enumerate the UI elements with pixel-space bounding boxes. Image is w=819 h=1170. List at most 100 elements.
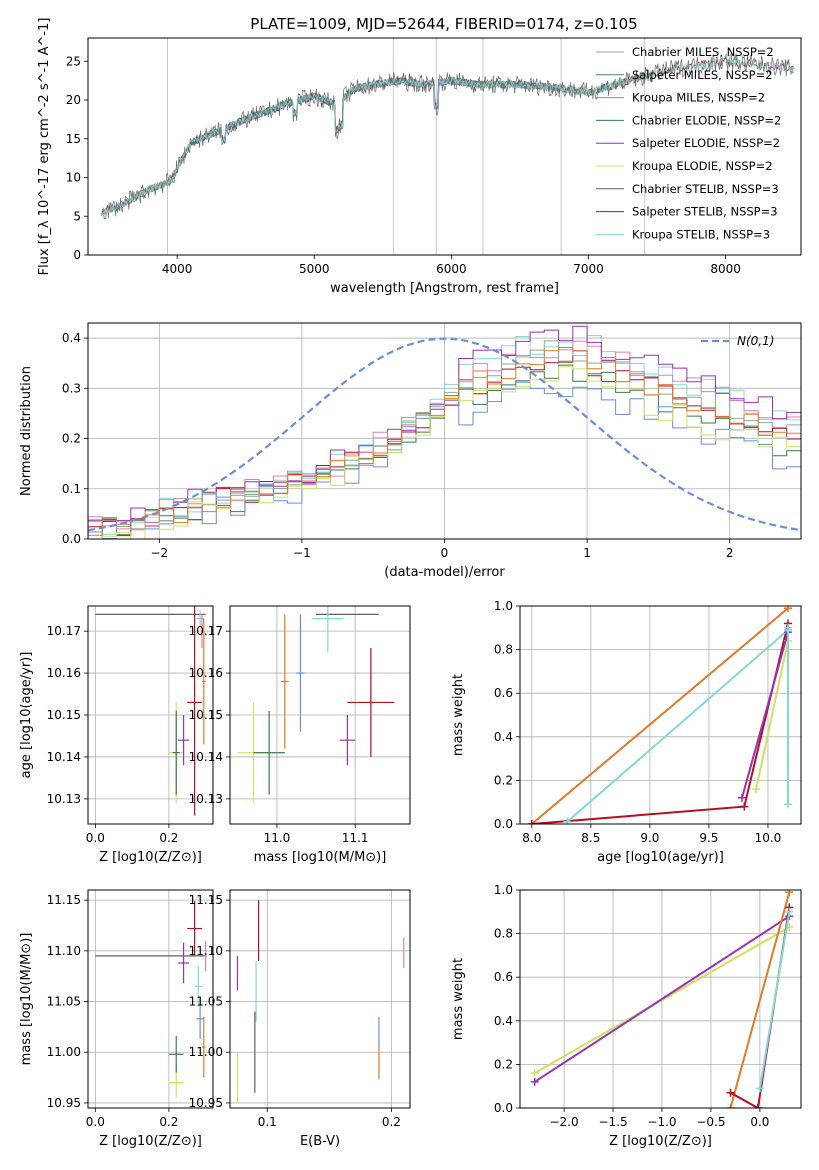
x-axis-label: age [log10(age/yr)] (597, 850, 724, 865)
y-tick-label: 1.0 (494, 599, 513, 613)
weight-vs-age-plot-area (520, 606, 801, 824)
spectrum-plot-area (101, 38, 794, 255)
x-tick-label: 11.0 (264, 831, 291, 845)
legend-entry: Kroupa ELODIE, NSSP=2 (632, 159, 773, 173)
legend-entry: Kroupa STELIB, NSSP=3 (632, 227, 770, 241)
weight-line (729, 891, 791, 1108)
x-tick-label: 0.2 (159, 831, 178, 845)
age-vs-Z-plot-area (88, 606, 213, 824)
y-tick-label: 0.0 (494, 817, 513, 831)
legend-entry: Salpeter MILES, NSSP=2 (632, 68, 773, 82)
weight-line (566, 629, 789, 823)
y-tick-label: 11.10 (189, 944, 223, 958)
y-tick-label: 11.00 (189, 1045, 223, 1059)
x-tick-label: 4000 (162, 262, 193, 276)
y-tick-label: 10.16 (189, 666, 223, 680)
x-tick-label: −1 (293, 546, 311, 560)
y-tick-label: 10.95 (189, 1096, 223, 1110)
y-tick-label: 10.95 (47, 1096, 81, 1110)
legend-entry: Chabrier STELIB, NSSP=3 (632, 182, 779, 196)
spectrum-line-kroupa_miles (101, 72, 644, 217)
x-tick-label: 5000 (299, 262, 330, 276)
y-tick-label: 0.4 (494, 1014, 513, 1028)
y-tick-label: 0.8 (494, 643, 513, 657)
y-tick-label: 0 (73, 248, 81, 262)
y-tick-label: 10.17 (189, 624, 223, 638)
figure-title: PLATE=1009, MJD=52644, FIBERID=0174, z=0… (250, 15, 637, 33)
y-tick-label: 0.8 (494, 927, 513, 941)
x-tick-label: −0.5 (696, 1115, 725, 1129)
gaussian-curve (88, 337, 801, 532)
x-tick-label: 0.2 (382, 1115, 401, 1129)
y-axis-label: Flux [f_λ 10^-17 erg cm^-2 s^-1 A^-1] (37, 18, 52, 276)
y-tick-label: 0.0 (494, 1101, 513, 1115)
y-tick-label: 11.15 (47, 893, 81, 907)
x-tick-label: 8.5 (581, 831, 600, 845)
y-tick-label: 10.17 (47, 624, 81, 638)
y-axis-label: mass weight (451, 674, 466, 756)
x-tick-label: 9.0 (640, 831, 659, 845)
x-axis-label: (data-model)/error (384, 565, 505, 580)
weight-vs-Z-plot-area (520, 890, 801, 1108)
mass-vs-ebv-frame (229, 889, 411, 1109)
x-tick-label: −2 (150, 546, 168, 560)
x-tick-label: 1 (583, 546, 591, 560)
weight-vs-Z-frame (519, 889, 802, 1109)
y-tick-label: 0.4 (494, 730, 513, 744)
x-tick-label: −1.0 (647, 1115, 676, 1129)
x-tick-label: −2.0 (549, 1115, 578, 1129)
spectrum-line-chabrier_miles (101, 72, 644, 215)
x-tick-label: 7000 (573, 262, 604, 276)
histogram-kroupa_elodie (88, 366, 801, 539)
y-tick-label: 20 (66, 93, 81, 107)
y-tick-label: 10.13 (189, 792, 223, 806)
weight-line (531, 623, 789, 824)
x-tick-label: 8.0 (522, 831, 541, 845)
y-tick-label: 10.13 (47, 792, 81, 806)
y-tick-label: 10.14 (189, 750, 223, 764)
x-tick-label: 0.1 (258, 1115, 277, 1129)
y-tick-label: 11.05 (47, 995, 81, 1009)
residuals-plot-area (88, 323, 801, 539)
age-vs-mass-plot-area (230, 606, 410, 824)
y-tick-label: 0.2 (494, 1057, 513, 1071)
y-tick-label: 11.15 (189, 893, 223, 907)
mass-vs-ebv-plot-area (230, 890, 410, 1108)
y-tick-label: 11.05 (189, 995, 223, 1009)
y-tick-label: 25 (66, 54, 81, 68)
y-tick-label: 0.1 (62, 482, 81, 496)
legend-entry: Salpeter ELODIE, NSSP=2 (632, 136, 780, 150)
x-tick-label: 6000 (436, 262, 467, 276)
age-vs-mass-frame (229, 605, 411, 825)
legend-entry: N(0,1) (737, 334, 774, 348)
y-tick-label: 10.16 (47, 666, 81, 680)
x-tick-label: 0.0 (86, 1115, 105, 1129)
weight-line (758, 911, 791, 1089)
x-axis-label: E(B-V) (300, 1134, 340, 1149)
legend-entry: Chabrier ELODIE, NSSP=2 (632, 113, 781, 127)
histogram-kroupa_stelib (88, 335, 801, 535)
y-axis-label: mass weight (451, 958, 466, 1040)
weight-line (755, 640, 789, 790)
y-tick-label: 0.6 (494, 970, 513, 984)
y-tick-label: 0.2 (62, 432, 81, 446)
x-axis-label: Z [log10(Z/Z⊙)] (99, 850, 202, 865)
x-tick-label: 0 (441, 546, 449, 560)
y-tick-label: 11.10 (47, 944, 81, 958)
spectrum-line-chabrier_stelib (101, 53, 794, 220)
legend-entry: Salpeter STELIB, NSSP=3 (632, 205, 778, 219)
y-tick-label: 10.15 (189, 708, 223, 722)
y-tick-label: 0.0 (62, 532, 81, 546)
x-tick-label: 9.5 (699, 831, 718, 845)
histogram-kroupa_miles (88, 347, 801, 536)
spectrum-frame (87, 37, 802, 256)
y-axis-label: mass [log10(M/M⊙)] (19, 933, 34, 1066)
legend-entry: Kroupa MILES, NSSP=2 (632, 91, 765, 105)
x-axis-label: Z [log10(Z/Z⊙)] (99, 1134, 202, 1149)
y-tick-label: 10 (66, 171, 81, 185)
x-tick-label: 0.0 (750, 1115, 769, 1129)
x-tick-label: 0.0 (86, 831, 105, 845)
y-axis-label: age [log10(age/yr)] (19, 652, 34, 779)
x-tick-label: 2 (726, 546, 734, 560)
